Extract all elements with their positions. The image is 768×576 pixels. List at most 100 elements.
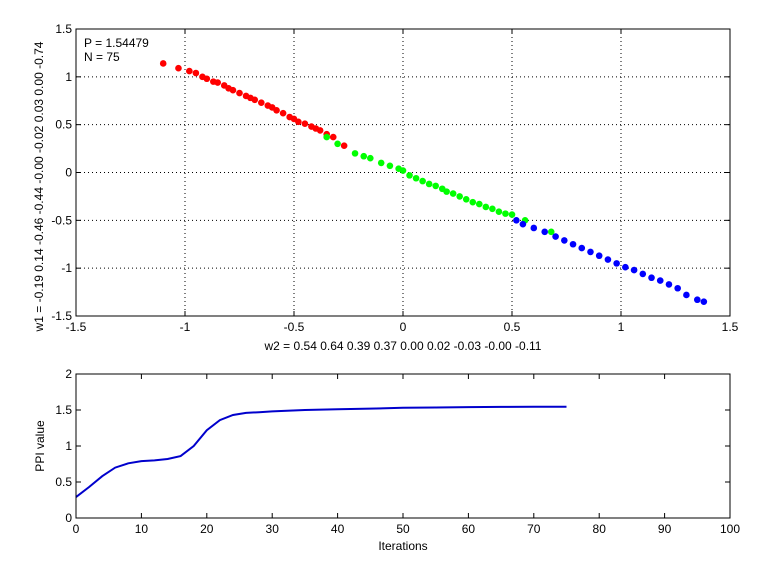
y-tick-label: -1 bbox=[61, 261, 72, 275]
scatter-point bbox=[329, 133, 337, 141]
x-tick-label: -0.5 bbox=[284, 320, 305, 334]
y-tick-label: 0.5 bbox=[55, 475, 72, 489]
y-tick-label: 0.5 bbox=[55, 118, 72, 132]
x-axis-label: w2 = 0.54 0.64 0.39 0.37 0.00 0.02 -0.03… bbox=[264, 339, 542, 353]
scatter-point bbox=[613, 260, 620, 267]
y-tick-label: 1.5 bbox=[55, 403, 72, 417]
scatter-point bbox=[340, 142, 348, 150]
x-tick-label: -1.5 bbox=[66, 320, 87, 334]
scatter-point bbox=[604, 256, 612, 263]
scatter-point bbox=[399, 167, 407, 174]
x-tick-label: 70 bbox=[527, 522, 541, 536]
x-tick-label: 0 bbox=[73, 522, 80, 536]
axes-background bbox=[76, 374, 730, 518]
scatter-point bbox=[700, 298, 708, 305]
y-tick-label: 1 bbox=[65, 70, 72, 84]
scatter-point bbox=[630, 266, 638, 274]
y-tick-label: 0 bbox=[65, 511, 72, 525]
scatter-point bbox=[419, 177, 426, 185]
scatter-point bbox=[273, 107, 280, 114]
scatter-point bbox=[578, 244, 586, 252]
x-tick-label: 60 bbox=[462, 522, 476, 536]
x-tick-label: -1 bbox=[180, 320, 191, 334]
scatter-point bbox=[508, 211, 516, 218]
scatter-point bbox=[547, 228, 555, 236]
ppi-series-line bbox=[75, 405, 567, 498]
scatter-point bbox=[462, 195, 470, 203]
scatter-point bbox=[552, 233, 559, 240]
scatter-point bbox=[622, 263, 629, 271]
scatter-point bbox=[665, 281, 673, 288]
scatter-point bbox=[587, 248, 594, 256]
y-tick-label: 1 bbox=[65, 439, 72, 453]
scatter-point bbox=[495, 208, 503, 216]
x-tick-label: 0.5 bbox=[504, 320, 521, 334]
scatter-point bbox=[229, 86, 237, 94]
scatter-point bbox=[449, 190, 457, 197]
scatter-point bbox=[295, 118, 302, 126]
y-axis-label: w1 = -0.19 0.14 -0.46 -0.44 -0.00 -0.02 … bbox=[32, 41, 46, 332]
scatter-point bbox=[334, 140, 341, 148]
scatter-point bbox=[648, 274, 655, 282]
scatter-point bbox=[541, 228, 548, 236]
x-tick-label: 90 bbox=[658, 522, 672, 536]
scatter-point bbox=[639, 270, 647, 278]
annotation-text: N = 75 bbox=[84, 50, 120, 64]
scatter-point bbox=[279, 109, 287, 117]
scatter-point bbox=[351, 150, 359, 157]
scatter-point bbox=[519, 220, 527, 228]
y-tick-label: 2 bbox=[65, 367, 72, 381]
scatter-point bbox=[432, 182, 440, 190]
scatter-point bbox=[561, 237, 568, 244]
scatter-point bbox=[301, 120, 309, 128]
scatter-point bbox=[443, 188, 450, 195]
scatter-point bbox=[456, 193, 463, 200]
scatter-point bbox=[367, 154, 374, 162]
scatter-point bbox=[683, 291, 690, 299]
scatter-point bbox=[502, 210, 509, 217]
x-tick-label: 100 bbox=[720, 522, 740, 536]
scatter-point bbox=[674, 284, 681, 292]
ppi-line-plot: 0 10 20 30 40 50 60 70 80 90 100 0 0.5 1 1.5 2 Iteration… bbox=[33, 367, 740, 553]
scatter-point bbox=[175, 64, 182, 72]
scatter-point bbox=[251, 96, 259, 104]
scatter-point bbox=[377, 159, 385, 167]
scatter-point bbox=[316, 127, 324, 134]
annotation-text: P = 1.54479 bbox=[84, 36, 149, 50]
scatter-point bbox=[656, 277, 664, 284]
x-axis-label: Iterations bbox=[378, 539, 427, 553]
scatter-point bbox=[258, 99, 265, 106]
scatter-point bbox=[323, 133, 331, 141]
scatter-point bbox=[595, 252, 603, 260]
scatter-point bbox=[469, 198, 477, 206]
scatter-point bbox=[214, 79, 221, 86]
scatter-plot: -1.5 -1 -0.5 0 0.5 1 1.5 -1.5 -1 -0.5 0 0.5 1 1.5 P = … bbox=[32, 22, 739, 353]
scatter-point bbox=[489, 205, 496, 213]
scatter-point bbox=[482, 203, 490, 211]
x-tick-label: 80 bbox=[593, 522, 607, 536]
y-axis-label: PPI value bbox=[33, 420, 47, 472]
scatter-point bbox=[569, 240, 577, 248]
x-tick-label: 0 bbox=[400, 320, 407, 334]
scatter-point bbox=[186, 67, 193, 75]
scatter-point bbox=[476, 200, 483, 208]
scatter-point bbox=[694, 296, 701, 304]
scatter-point bbox=[360, 152, 368, 160]
scatter-point bbox=[530, 224, 538, 232]
y-tick-label: -0.5 bbox=[51, 213, 72, 227]
x-tick-label: 30 bbox=[266, 522, 280, 536]
scatter-point bbox=[412, 174, 420, 182]
x-tick-label: 20 bbox=[200, 522, 214, 536]
y-tick-label: -1.5 bbox=[51, 309, 72, 323]
x-tick-label: 40 bbox=[331, 522, 345, 536]
x-tick-label: 50 bbox=[396, 522, 410, 536]
scatter-point bbox=[386, 162, 394, 170]
x-tick-label: 1 bbox=[618, 320, 625, 334]
x-tick-label: 10 bbox=[135, 522, 149, 536]
scatter-point bbox=[236, 89, 243, 97]
x-tick-label: 1.5 bbox=[722, 320, 739, 334]
scatter-point bbox=[513, 217, 520, 224]
y-tick-label: 1.5 bbox=[55, 22, 72, 36]
scatter-point bbox=[192, 69, 200, 77]
